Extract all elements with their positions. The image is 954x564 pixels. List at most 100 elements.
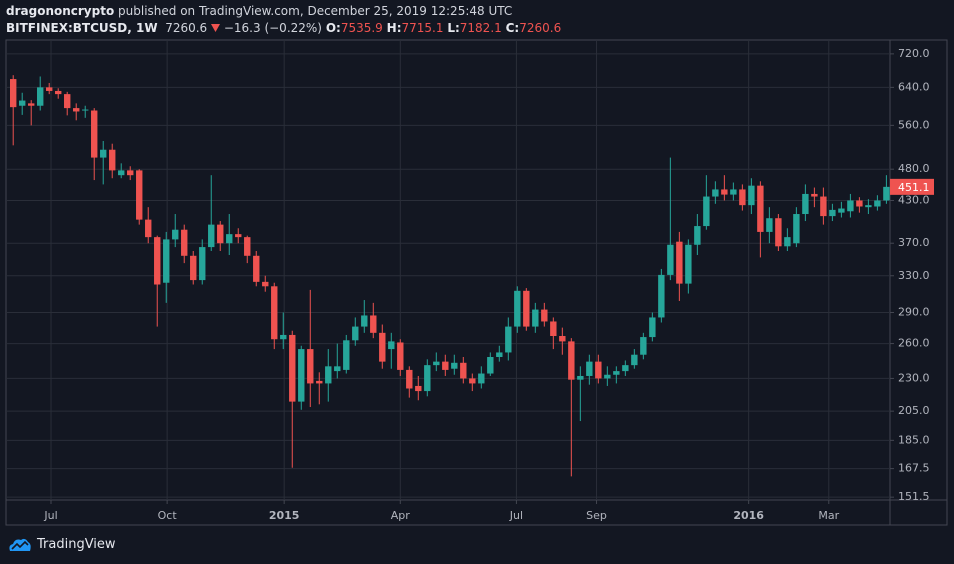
candle-body [334, 366, 341, 372]
candle-body [91, 110, 98, 158]
candle-body [487, 357, 494, 374]
candle-body [865, 205, 872, 208]
candle-body [523, 290, 530, 327]
candle-body [640, 337, 647, 355]
ohlc: O:7535.9 H:7715.1 L:7182.1 C:7260.6 [326, 21, 561, 35]
ohlc-value: 7260.6 [519, 21, 562, 35]
candle-body [181, 229, 188, 256]
y-tick-label: 640.0 [898, 80, 930, 93]
y-tick-label: 151.5 [898, 490, 930, 503]
candle-body [442, 361, 449, 370]
x-tick-label: Apr [391, 509, 411, 522]
candle-body [856, 200, 863, 207]
candle-body [685, 244, 692, 284]
candle-body [163, 239, 170, 283]
candle-body [586, 361, 593, 376]
candle-body [568, 341, 575, 380]
footer: TradingView [8, 536, 116, 552]
candle-body [703, 196, 710, 227]
candle-body [631, 354, 638, 366]
candle-body [199, 247, 206, 281]
published: published on TradingView.com, December 2… [118, 4, 513, 18]
candle-body [190, 255, 197, 281]
candle-body [577, 375, 584, 380]
candle-body [28, 103, 35, 106]
candle-body [10, 79, 17, 108]
candle-body [676, 241, 683, 284]
brand: TradingView [37, 536, 116, 552]
candle-body [460, 362, 467, 379]
candle-body [757, 185, 764, 232]
y-tick-label: 370.0 [898, 236, 930, 249]
candle-body [136, 170, 143, 220]
ohlc-label: H: [386, 21, 402, 35]
x-tick-label: Mar [818, 509, 839, 522]
candle-body [37, 87, 44, 106]
candle-body [271, 286, 278, 340]
ohlc-value: 7535.9 [340, 21, 383, 35]
candle-body [622, 365, 629, 372]
candle-body [793, 214, 800, 244]
candle-body [649, 317, 656, 338]
candle-body [82, 109, 89, 111]
candle-body [73, 108, 80, 112]
candle-body [55, 90, 62, 95]
x-tick-label: Sep [586, 509, 607, 522]
candle-body [838, 208, 845, 213]
candle-body [730, 189, 737, 195]
frame [5, 39, 948, 526]
y-tick-label: 330.0 [898, 269, 930, 282]
y-tick-label: 560.0 [898, 118, 930, 131]
price: 7260.6 [165, 21, 208, 35]
ohlc-label: L: [447, 21, 460, 35]
candle-body [694, 226, 701, 245]
candle-body [820, 196, 827, 217]
y-tick-label: 167.5 [898, 462, 930, 475]
ohlc-label: O: [325, 21, 341, 35]
candle-body [541, 309, 548, 322]
candle-body [604, 374, 611, 379]
candle-body [469, 378, 476, 384]
candle-body [721, 189, 728, 195]
candle-body [262, 281, 269, 287]
candle-body [406, 369, 413, 389]
x-tick-label: Jul [43, 509, 57, 522]
y-tick-label: 205.0 [898, 404, 930, 417]
candle-body [712, 189, 719, 197]
last-price-badge [890, 178, 934, 195]
candle-body [739, 189, 746, 206]
candle-body [784, 237, 791, 247]
x-tick-label: Jul [509, 509, 523, 522]
candle-body [109, 149, 116, 171]
candle-body [847, 200, 854, 212]
candle-body [883, 186, 890, 201]
candle-body [478, 373, 485, 384]
candle-body [154, 237, 161, 285]
candle-body [145, 219, 152, 238]
y-tick-label: 720.0 [898, 47, 930, 60]
candle-body [811, 193, 818, 197]
x-tick-label: 2015 [269, 509, 300, 522]
x-tick-label: Oct [158, 509, 178, 522]
logo [9, 538, 31, 551]
x-tick-label: 2016 [733, 509, 764, 522]
candle-body [307, 349, 314, 384]
candle-body [352, 326, 359, 341]
candle-body [775, 218, 782, 247]
candle-body [415, 385, 422, 392]
candle-body [370, 315, 377, 333]
candle-body [46, 87, 53, 91]
candle-body [766, 218, 773, 232]
candle-body [361, 315, 368, 327]
down-arrow [211, 24, 221, 32]
y-tick-label: 185.0 [898, 433, 930, 446]
ohlc-label: C: [505, 21, 520, 35]
candle-body [424, 365, 431, 392]
candle-body [253, 255, 260, 282]
candle-body [19, 100, 26, 106]
candle-body [613, 371, 620, 375]
ohlc-value: 7715.1 [401, 21, 444, 35]
candle-body [397, 342, 404, 370]
